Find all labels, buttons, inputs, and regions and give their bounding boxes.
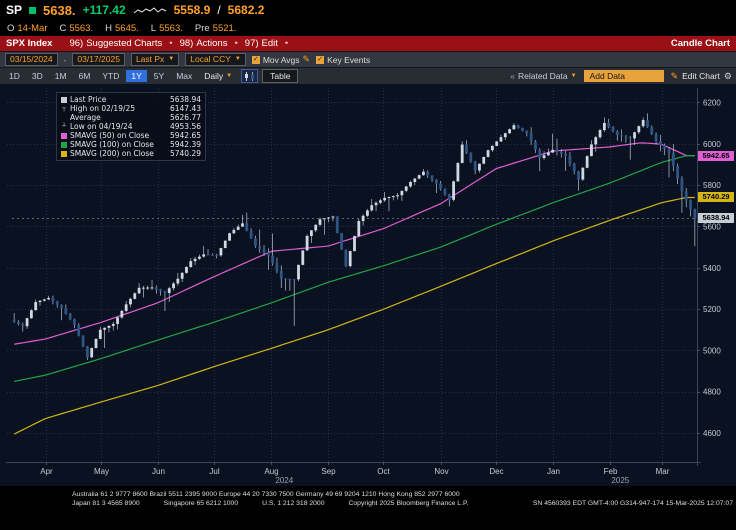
currency-select[interactable]: Local CCY ▼ — [185, 53, 246, 66]
range-tab-5y[interactable]: 5Y — [153, 71, 165, 81]
low-marker-icon: ┴ — [62, 122, 66, 130]
chart-legend: Last Price 5638.94 ┬ High on 02/19/25 6147… — [56, 92, 206, 161]
range-tab-1y[interactable]: 1Y — [126, 70, 147, 82]
candle-chart-type-button[interactable] — [241, 69, 259, 83]
chevron-down-icon: ▼ — [226, 73, 233, 79]
ohlc-bar: O 14-Mar C 5563. H 5645. L 5563. Pre 5521. — [0, 20, 736, 36]
gear-icon: ⚙ — [723, 70, 732, 81]
axis-tag-last-price: 5638.94 — [698, 213, 734, 224]
day-range-low: 5558.9 — [173, 3, 211, 17]
terminal-footer: Australia 61 2 9777 8600 Brazil 5511 239… — [0, 486, 736, 530]
quote-bar: SP 5638. +117.42 5558.9 / 5682.2 — [0, 0, 736, 20]
up-indicator-icon — [29, 6, 37, 14]
footer-contacts-line1: Australia 61 2 9777 8600 Brazil 5511 239… — [72, 491, 460, 498]
period-select[interactable]: Daily ▼ — [204, 71, 233, 81]
checkbox-check-icon: ✓ — [316, 55, 325, 64]
pencil-icon: ✎ — [670, 70, 679, 81]
related-data-button[interactable]: « Related Data ▼ — [510, 71, 577, 81]
high-marker-icon: ┬ — [62, 104, 66, 112]
range-tab-ytd[interactable]: YTD — [102, 71, 120, 81]
legend-high: ┬ High on 02/19/25 6147.43 — [62, 104, 201, 113]
menu-separator: • — [169, 38, 173, 49]
menu-separator: • — [234, 38, 238, 49]
date-to-input[interactable]: 03/17/2025 — [72, 53, 125, 66]
chevron-down-icon: ▼ — [168, 56, 175, 62]
footer-contacts-line2: Japan 81 3 4565 8900 Singapore 65 6212 1… — [0, 498, 736, 507]
range-tab-3d[interactable]: 3D — [31, 71, 43, 81]
legend-last-price: Last Price 5638.94 — [61, 95, 201, 104]
footer-singapore: Singapore 65 6212 1000 — [163, 500, 239, 507]
high-field: H 5645. — [105, 22, 139, 34]
axis-tag-smavg200: 5740.29 — [698, 192, 734, 203]
price-type-select[interactable]: Last Px ▼ — [130, 53, 180, 66]
day-range-high: 5682.2 — [227, 3, 265, 17]
legend-average: Average 5626.77 — [61, 113, 201, 122]
close-field: C 5563. — [59, 22, 94, 34]
footer-copyright: Copyright 2025 Bloomberg Finance L.P. — [348, 500, 469, 507]
chevron-down-icon: ▼ — [570, 73, 577, 79]
ticker-symbol: SP — [6, 3, 23, 17]
footer-us: U.S. 1 212 318 2000 — [262, 500, 325, 507]
price-change: +117.42 — [82, 3, 126, 17]
range-tab-1m[interactable]: 1M — [54, 71, 67, 81]
smavg50-swatch — [61, 132, 67, 139]
legend-smavg-200: SMAVG (200) on Close 5740.29 — [61, 149, 201, 158]
checkbox-check-icon: ✓ — [251, 55, 260, 64]
date-from-input[interactable]: 03/15/2024 — [5, 53, 58, 66]
low-field: L 5563. — [150, 22, 183, 34]
menu-separator: • — [284, 38, 289, 49]
menu-item-edit[interactable]: 97) Edit — [244, 38, 278, 49]
footer-japan: Japan 81 3 4565 8900 — [72, 500, 140, 507]
mov-avgs-checkbox[interactable]: ✓ Mov Avgs ✎ — [251, 54, 311, 65]
toolbar-right-group: « Related Data ▼ Add Data ✎ Edit Chart ⚙ — [510, 70, 732, 82]
open-field: O 14-Mar — [7, 22, 48, 34]
axis-tag-smavg50: 5942.65 — [698, 150, 734, 161]
chevron-left-icon: « — [510, 71, 515, 81]
legend-marker — [61, 115, 67, 121]
range-tab-1d[interactable]: 1D — [9, 71, 20, 81]
chart-settings-toolbar: 03/15/2024 - 03/17/2025 Last Px ▼ Local C… — [0, 51, 736, 67]
footer-serial-timestamp: SN 4560393 EDT GMT-4:00 G314-947-174 15-… — [532, 500, 733, 507]
function-menubar: SPX Index 96) Suggested Charts • 98) Actio… — [0, 36, 736, 51]
last-price: 5638. — [43, 2, 76, 18]
chart-type-title: Candle Chart — [670, 38, 730, 49]
pencil-icon[interactable]: ✎ — [302, 54, 311, 64]
range-tab-max[interactable]: Max — [176, 71, 193, 81]
date-range-dash: - — [63, 54, 67, 65]
smavg100-swatch — [61, 141, 67, 148]
chevron-down-icon: ▼ — [234, 56, 241, 62]
menu-item-actions[interactable]: 98) Actions — [179, 38, 228, 49]
menu-item-suggested-charts[interactable]: 96) Suggested Charts — [69, 38, 163, 49]
security-name: SPX Index — [6, 38, 53, 49]
table-button[interactable]: Table — [262, 69, 299, 83]
smavg200-swatch — [61, 150, 67, 157]
legend-marker — [61, 96, 67, 103]
chart-range-toolbar: 1D 3D 1M 6M YTD 1Y 5Y Max Daily ▼ Table «… — [0, 67, 736, 84]
key-events-checkbox[interactable]: ✓ Key Events — [316, 54, 371, 65]
legend-low: ┴ Low on 04/19/24 4953.56 — [62, 122, 201, 131]
edit-chart-button[interactable]: ✎ Edit Chart ⚙ — [670, 70, 732, 82]
range-separator: / — [217, 3, 221, 17]
legend-smavg-50: SMAVG (50) on Close 5942.65 — [61, 131, 201, 140]
candlestick-icon — [245, 71, 255, 81]
range-tab-6m[interactable]: 6M — [78, 71, 91, 81]
intraday-sparkline — [133, 6, 166, 13]
prev-field: Pre 5521. — [194, 22, 237, 34]
add-data-input[interactable]: Add Data — [583, 70, 664, 82]
legend-smavg-100: SMAVG (100) on Close 5942.39 — [61, 140, 201, 149]
